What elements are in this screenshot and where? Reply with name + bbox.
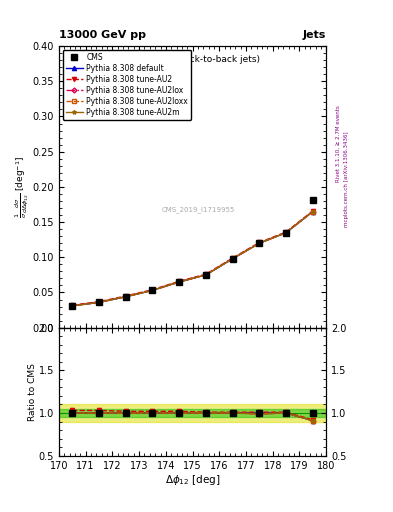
Pythia 8.308 tune-AU2m — [284, 229, 288, 236]
Pythia 8.308 default — [177, 279, 182, 285]
Line: Pythia 8.308 tune-AU2loxx: Pythia 8.308 tune-AU2loxx — [71, 210, 314, 308]
Line: Pythia 8.308 tune-AU2: Pythia 8.308 tune-AU2 — [70, 209, 315, 307]
Pythia 8.308 tune-AU2lox — [310, 208, 315, 215]
CMS — [70, 303, 75, 309]
Pythia 8.308 tune-AU2lox — [204, 272, 208, 278]
Pythia 8.308 tune-AU2lox — [257, 240, 262, 246]
Pythia 8.308 tune-AU2lox — [123, 294, 128, 300]
CMS — [310, 197, 315, 203]
Pythia 8.308 tune-AU2loxx — [177, 279, 182, 285]
Pythia 8.308 tune-AU2 — [123, 293, 128, 299]
Pythia 8.308 tune-AU2lox — [230, 255, 235, 262]
Pythia 8.308 tune-AU2lox — [177, 279, 182, 285]
Text: mcplots.cern.ch [arXiv:1306.3436]: mcplots.cern.ch [arXiv:1306.3436] — [344, 132, 349, 227]
CMS — [230, 255, 235, 262]
CMS — [97, 299, 101, 305]
Pythia 8.308 tune-AU2 — [230, 255, 235, 261]
Bar — [59, 409, 326, 417]
Pythia 8.308 tune-AU2loxx — [150, 287, 155, 293]
Pythia 8.308 default — [204, 272, 208, 278]
Pythia 8.308 tune-AU2loxx — [204, 272, 208, 278]
Pythia 8.308 tune-AU2 — [284, 229, 288, 235]
Pythia 8.308 tune-AU2 — [97, 298, 101, 305]
Text: CMS_2019_I1719955: CMS_2019_I1719955 — [161, 206, 235, 213]
Line: Pythia 8.308 tune-AU2m: Pythia 8.308 tune-AU2m — [70, 209, 315, 308]
Pythia 8.308 tune-AU2 — [177, 278, 182, 284]
Pythia 8.308 tune-AU2 — [257, 240, 262, 246]
Pythia 8.308 tune-AU2m — [123, 294, 128, 300]
Pythia 8.308 tune-AU2lox — [70, 303, 75, 309]
Pythia 8.308 default — [284, 229, 288, 236]
Pythia 8.308 tune-AU2loxx — [257, 240, 262, 246]
Legend: CMS, Pythia 8.308 default, Pythia 8.308 tune-AU2, Pythia 8.308 tune-AU2lox, Pyth: CMS, Pythia 8.308 default, Pythia 8.308 … — [63, 50, 191, 120]
Line: Pythia 8.308 tune-AU2lox: Pythia 8.308 tune-AU2lox — [71, 210, 314, 308]
Pythia 8.308 tune-AU2lox — [97, 299, 101, 305]
Text: Rivet 3.1.10, ≥ 2.7M events: Rivet 3.1.10, ≥ 2.7M events — [336, 105, 341, 182]
Pythia 8.308 default — [123, 294, 128, 300]
Pythia 8.308 tune-AU2 — [150, 287, 155, 293]
Bar — [59, 404, 326, 421]
Pythia 8.308 tune-AU2loxx — [310, 208, 315, 215]
Pythia 8.308 tune-AU2loxx — [284, 229, 288, 236]
Pythia 8.308 default — [70, 303, 75, 309]
Text: Jets: Jets — [303, 30, 326, 40]
Pythia 8.308 default — [150, 287, 155, 293]
Pythia 8.308 default — [97, 299, 101, 305]
Pythia 8.308 tune-AU2m — [97, 299, 101, 305]
Pythia 8.308 tune-AU2m — [177, 279, 182, 285]
X-axis label: $\Delta\phi_{12}$ [deg]: $\Delta\phi_{12}$ [deg] — [165, 473, 220, 487]
Pythia 8.308 tune-AU2m — [70, 303, 75, 309]
Text: 13000 GeV pp: 13000 GeV pp — [59, 30, 146, 40]
Y-axis label: Ratio to CMS: Ratio to CMS — [28, 362, 37, 421]
Pythia 8.308 tune-AU2lox — [150, 287, 155, 293]
Line: CMS: CMS — [69, 197, 316, 309]
Pythia 8.308 tune-AU2loxx — [70, 303, 75, 309]
Pythia 8.308 tune-AU2lox — [284, 229, 288, 236]
Pythia 8.308 tune-AU2 — [204, 271, 208, 278]
Pythia 8.308 tune-AU2 — [70, 302, 75, 308]
Pythia 8.308 tune-AU2loxx — [230, 255, 235, 262]
Pythia 8.308 default — [310, 208, 315, 215]
Pythia 8.308 tune-AU2loxx — [97, 299, 101, 305]
Pythia 8.308 default — [257, 240, 262, 246]
Pythia 8.308 tune-AU2 — [310, 208, 315, 214]
Pythia 8.308 tune-AU2m — [150, 287, 155, 293]
Pythia 8.308 tune-AU2m — [310, 208, 315, 215]
CMS — [150, 287, 155, 293]
Pythia 8.308 tune-AU2m — [257, 240, 262, 246]
Pythia 8.308 tune-AU2m — [230, 255, 235, 262]
CMS — [284, 229, 288, 236]
CMS — [177, 279, 182, 285]
Line: Pythia 8.308 default: Pythia 8.308 default — [70, 209, 315, 308]
CMS — [257, 240, 262, 246]
Text: Δφ(jj) (CMS back-to-back jets): Δφ(jj) (CMS back-to-back jets) — [125, 55, 260, 63]
Pythia 8.308 default — [230, 255, 235, 262]
Pythia 8.308 tune-AU2m — [204, 272, 208, 278]
CMS — [123, 294, 128, 300]
Pythia 8.308 tune-AU2loxx — [123, 294, 128, 300]
CMS — [204, 272, 208, 278]
Y-axis label: $\frac{1}{\sigma}\frac{d\sigma}{d\Delta\phi_{12}}$ [deg$^{-1}$]: $\frac{1}{\sigma}\frac{d\sigma}{d\Delta\… — [14, 156, 31, 218]
